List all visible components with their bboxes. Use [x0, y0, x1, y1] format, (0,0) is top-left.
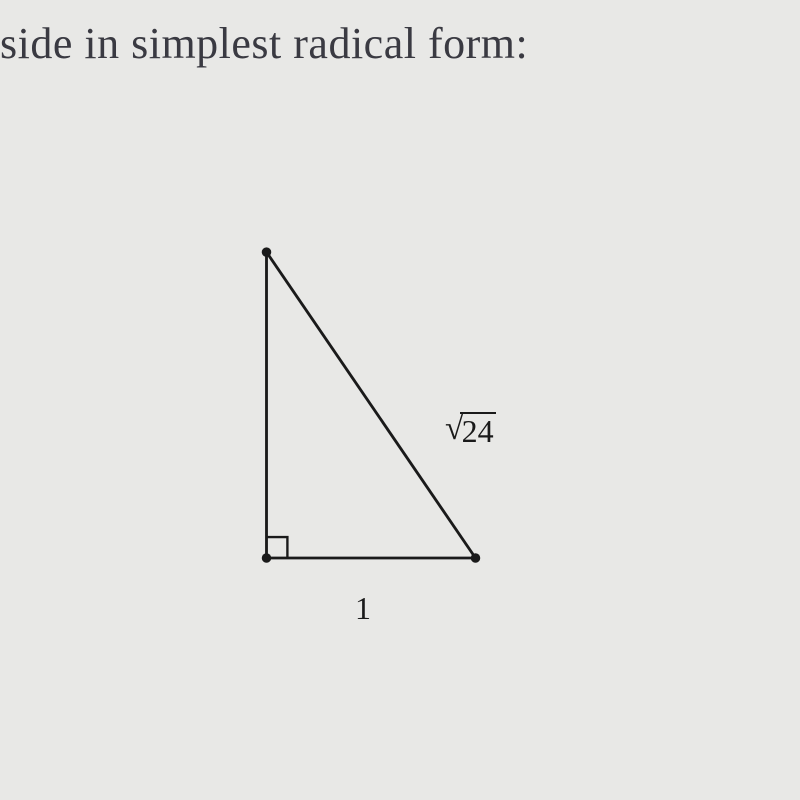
- hypotenuse-label: √ 24: [445, 410, 496, 449]
- vertex-bottom-left: [262, 553, 272, 563]
- vertex-top: [262, 247, 272, 257]
- triangle-hypotenuse: [267, 252, 476, 558]
- radical-value: 24: [460, 412, 496, 449]
- vertex-bottom-right: [471, 553, 481, 563]
- triangle-svg: [200, 235, 580, 615]
- triangle-diagram: √ 24 1: [200, 235, 580, 615]
- base-label: 1: [355, 590, 371, 627]
- heading-text: side in simplest radical form:: [0, 18, 528, 69]
